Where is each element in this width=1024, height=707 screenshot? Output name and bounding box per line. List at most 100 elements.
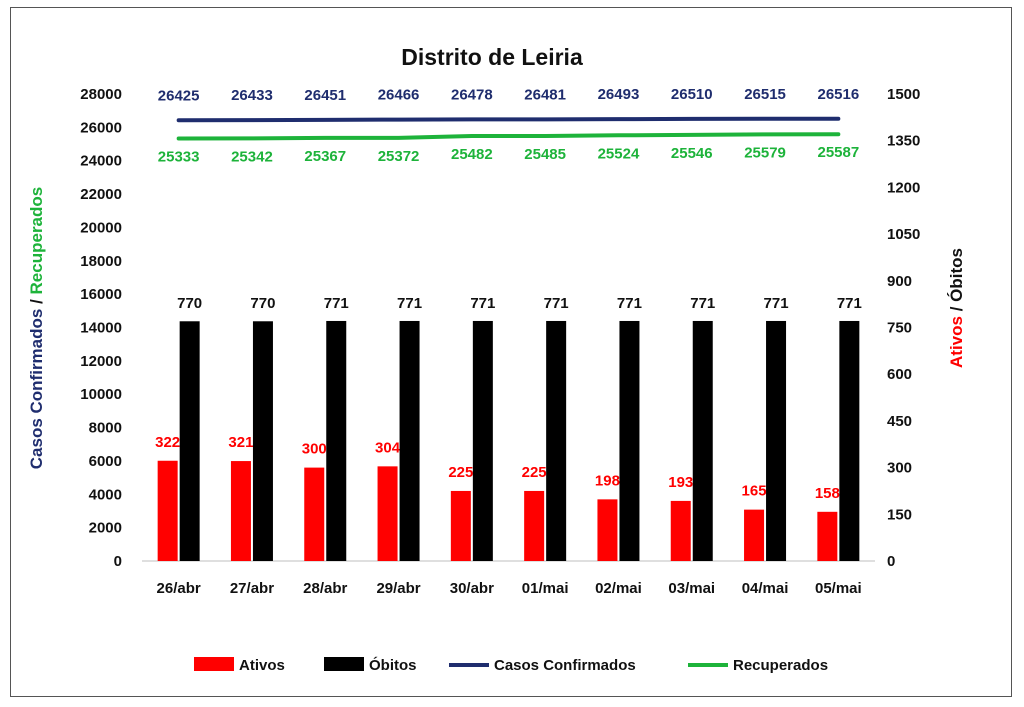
bar-ativos bbox=[524, 490, 545, 561]
bar-ativos bbox=[744, 509, 765, 561]
x-axis-tick-label: 27/abr bbox=[230, 580, 274, 597]
left-axis-tick-label: 4000 bbox=[89, 486, 122, 503]
x-axis-tick-label: 28/abr bbox=[303, 580, 347, 597]
right-axis-tick-label: 1050 bbox=[887, 226, 920, 243]
data-label-casos-confirmados: 26466 bbox=[378, 87, 420, 104]
x-axis-tick-label: 05/mai bbox=[815, 580, 862, 597]
left-axis-tick-label: 22000 bbox=[80, 186, 122, 203]
data-label-recuperados: 25579 bbox=[744, 144, 786, 161]
x-axis-tick-label: 30/abr bbox=[450, 580, 494, 597]
data-label-óbitos: 771 bbox=[764, 295, 789, 312]
legend-label: Óbitos bbox=[369, 656, 417, 674]
line-casos-confirmados bbox=[176, 116, 841, 123]
bar-óbitos bbox=[252, 321, 273, 561]
right-axis-tick-label: 900 bbox=[887, 273, 912, 290]
plot-area: 0200040006000800010000120001400016000180… bbox=[27, 86, 966, 597]
data-label-óbitos: 771 bbox=[617, 295, 642, 312]
right-axis-tick-label: 1500 bbox=[887, 86, 920, 103]
x-axis-tick-label: 03/mai bbox=[668, 580, 715, 597]
data-label-óbitos: 771 bbox=[544, 295, 569, 312]
data-label-ativos: 198 bbox=[595, 472, 620, 489]
bar-ativos bbox=[377, 466, 398, 561]
legend-swatch-ativos bbox=[194, 657, 234, 671]
data-label-casos-confirmados: 26493 bbox=[598, 86, 640, 103]
data-label-recuperados: 25524 bbox=[598, 145, 640, 162]
data-label-recuperados: 25333 bbox=[158, 148, 200, 165]
x-axis-tick-label: 29/abr bbox=[376, 580, 420, 597]
bar-óbitos bbox=[326, 320, 347, 561]
right-axis-tick-label: 1200 bbox=[887, 179, 920, 196]
right-axis-title-part: Óbitos bbox=[947, 248, 966, 302]
left-axis-tick-label: 8000 bbox=[89, 420, 122, 437]
right-axis-tick-label: 0 bbox=[887, 553, 895, 570]
bar-ativos bbox=[230, 461, 251, 561]
right-axis-tick-label: 600 bbox=[887, 366, 912, 383]
chart-frame: Distrito de Leiria 0 2000 4000 6000 8000 1000… bbox=[10, 7, 1012, 697]
data-label-óbitos: 770 bbox=[250, 295, 275, 312]
data-label-ativos: 304 bbox=[375, 439, 401, 456]
x-axis-tick-label: 02/mai bbox=[595, 580, 642, 597]
left-axis-tick-label: 20000 bbox=[80, 219, 122, 236]
bar-ativos bbox=[670, 500, 691, 561]
left-axis-tick-label: 10000 bbox=[80, 386, 122, 403]
data-label-ativos: 165 bbox=[742, 483, 767, 500]
data-label-ativos: 322 bbox=[155, 434, 180, 451]
left-axis-tick-label: 0 bbox=[114, 553, 122, 570]
left-axis-tick-label: 6000 bbox=[89, 453, 122, 470]
right-axis-tick-label: 150 bbox=[887, 506, 912, 523]
legend-label: Ativos bbox=[239, 657, 285, 674]
data-label-casos-confirmados: 26425 bbox=[158, 87, 200, 104]
data-label-casos-confirmados: 26515 bbox=[744, 86, 786, 103]
x-axis-tick-label: 04/mai bbox=[742, 580, 789, 597]
legend: Ativos Óbitos Casos Confirmados Recuperados bbox=[194, 656, 828, 674]
data-label-casos-confirmados: 26481 bbox=[524, 86, 566, 103]
bar-óbitos bbox=[766, 320, 787, 561]
data-label-casos-confirmados: 26510 bbox=[671, 86, 713, 103]
bar-ativos bbox=[157, 460, 178, 561]
bar-óbitos bbox=[179, 321, 200, 561]
right-axis-tick-label: 1350 bbox=[887, 133, 920, 150]
left-axis-title-part: Casos Confirmados bbox=[27, 309, 46, 470]
bar-óbitos bbox=[399, 320, 420, 561]
left-axis-tick-label: 28000 bbox=[80, 86, 122, 103]
data-label-óbitos: 771 bbox=[324, 295, 349, 312]
legend-swatch-óbitos bbox=[324, 657, 364, 671]
data-label-recuperados: 25367 bbox=[304, 148, 346, 165]
bar-óbitos bbox=[472, 320, 493, 561]
data-label-ativos: 193 bbox=[668, 474, 693, 491]
bar-óbitos bbox=[546, 320, 567, 561]
data-label-casos-confirmados: 26516 bbox=[817, 86, 859, 103]
bar-ativos bbox=[450, 490, 471, 561]
right-axis-tick-label: 750 bbox=[887, 320, 912, 337]
data-label-casos-confirmados: 26433 bbox=[231, 87, 273, 104]
chart-canvas: Distrito de Leiria 020004000600080001000… bbox=[27, 44, 966, 674]
data-label-recuperados: 25546 bbox=[671, 145, 713, 162]
data-label-casos-confirmados: 26478 bbox=[451, 86, 493, 103]
left-axis-title: Casos Confirmados / Recuperados bbox=[27, 187, 46, 469]
right-axis-title-part: Ativos bbox=[947, 316, 966, 368]
data-label-ativos: 225 bbox=[522, 464, 547, 481]
data-label-recuperados: 25342 bbox=[231, 148, 273, 165]
data-label-ativos: 300 bbox=[302, 441, 327, 458]
bar-óbitos bbox=[692, 320, 713, 561]
left-axis-tick-label: 18000 bbox=[80, 253, 122, 270]
left-axis-title-part: Recuperados bbox=[27, 187, 46, 295]
data-label-óbitos: 771 bbox=[470, 295, 495, 312]
bar-ativos bbox=[597, 499, 618, 561]
bar-ativos bbox=[304, 467, 325, 561]
right-axis-title: Ativos / Óbitos bbox=[947, 248, 966, 368]
legend-label: Casos Confirmados bbox=[494, 657, 636, 674]
left-axis-tick-label: 2000 bbox=[89, 520, 122, 537]
left-axis-tick-label: 16000 bbox=[80, 286, 122, 303]
data-label-óbitos: 770 bbox=[177, 295, 202, 312]
data-label-ativos: 158 bbox=[815, 485, 840, 502]
left-axis-tick-label: 24000 bbox=[80, 153, 122, 170]
data-label-recuperados: 25485 bbox=[524, 146, 566, 163]
chart-title: Distrito de Leiria bbox=[401, 44, 583, 70]
line-recuperados bbox=[176, 132, 841, 141]
left-axis-tick-label: 12000 bbox=[80, 353, 122, 370]
left-axis-tick-label: 14000 bbox=[80, 320, 122, 337]
bar-óbitos bbox=[839, 320, 860, 561]
left-axis-tick-label: 26000 bbox=[80, 119, 122, 136]
data-label-recuperados: 25482 bbox=[451, 146, 493, 163]
